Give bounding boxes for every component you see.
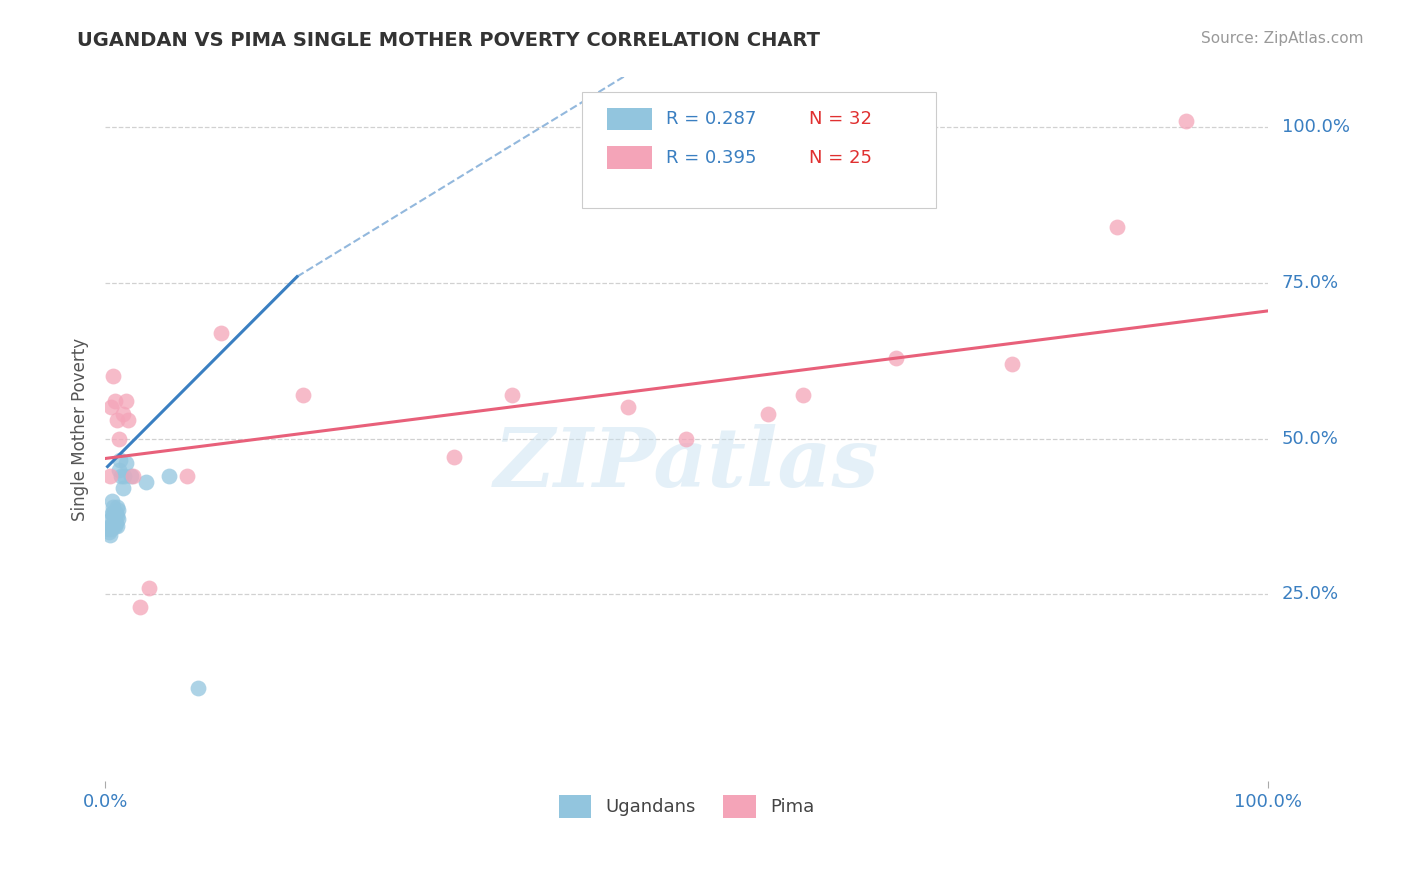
Y-axis label: Single Mother Poverty: Single Mother Poverty: [72, 338, 89, 521]
Text: UGANDAN VS PIMA SINGLE MOTHER POVERTY CORRELATION CHART: UGANDAN VS PIMA SINGLE MOTHER POVERTY CO…: [77, 31, 820, 50]
Point: [105, 500, 128, 514]
Point: [97, 524, 120, 539]
Point: [103, 394, 125, 409]
Point: [176, 469, 198, 483]
Text: ZIPatlas: ZIPatlas: [494, 425, 879, 504]
Point: [138, 581, 160, 595]
Point: [1105, 219, 1128, 234]
Point: [157, 469, 180, 483]
Point: [107, 512, 129, 526]
Point: [103, 509, 125, 524]
Point: [98, 518, 121, 533]
Point: [103, 518, 125, 533]
Point: [103, 506, 125, 520]
Text: N = 25: N = 25: [808, 149, 872, 167]
Point: [98, 528, 121, 542]
Point: [105, 413, 128, 427]
Point: [110, 469, 132, 483]
Point: [115, 457, 138, 471]
Point: [105, 518, 128, 533]
Point: [443, 450, 465, 465]
Point: [675, 432, 697, 446]
Point: [1175, 114, 1198, 128]
Point: [100, 518, 122, 533]
Point: [103, 509, 125, 524]
Point: [792, 388, 814, 402]
Point: [103, 500, 125, 514]
Point: [100, 401, 122, 415]
Point: [107, 503, 129, 517]
Text: 50.0%: 50.0%: [1282, 430, 1339, 448]
Text: 100.0%: 100.0%: [1282, 119, 1350, 136]
Point: [108, 432, 131, 446]
Point: [129, 599, 152, 614]
Point: [103, 518, 125, 533]
Point: [103, 369, 125, 384]
Point: [211, 326, 233, 340]
Text: 75.0%: 75.0%: [1282, 274, 1339, 292]
Point: [104, 506, 127, 520]
Point: [120, 469, 142, 483]
Legend: Ugandans, Pima: Ugandans, Pima: [551, 789, 821, 825]
Point: [117, 413, 139, 427]
Point: [96, 522, 118, 536]
FancyBboxPatch shape: [582, 92, 936, 208]
Text: N = 32: N = 32: [808, 110, 872, 128]
Point: [112, 469, 135, 483]
Point: [105, 509, 128, 524]
Point: [100, 512, 122, 526]
Point: [1001, 357, 1024, 371]
Point: [101, 506, 124, 520]
Point: [884, 351, 907, 365]
Point: [135, 475, 157, 490]
Text: R = 0.287: R = 0.287: [665, 110, 756, 128]
Point: [617, 401, 640, 415]
Point: [111, 481, 134, 495]
Bar: [607, 108, 651, 130]
Point: [111, 407, 134, 421]
Text: R = 0.395: R = 0.395: [665, 149, 756, 167]
Point: [291, 388, 314, 402]
Point: [501, 388, 523, 402]
Point: [187, 681, 209, 695]
Point: [122, 469, 145, 483]
Point: [756, 407, 779, 421]
Bar: [607, 146, 651, 169]
Text: Source: ZipAtlas.com: Source: ZipAtlas.com: [1201, 31, 1364, 46]
Point: [104, 516, 127, 530]
Text: 25.0%: 25.0%: [1282, 585, 1339, 603]
Point: [108, 463, 131, 477]
Point: [101, 493, 124, 508]
Point: [100, 522, 122, 536]
Point: [115, 394, 138, 409]
Point: [110, 453, 132, 467]
Point: [98, 469, 121, 483]
